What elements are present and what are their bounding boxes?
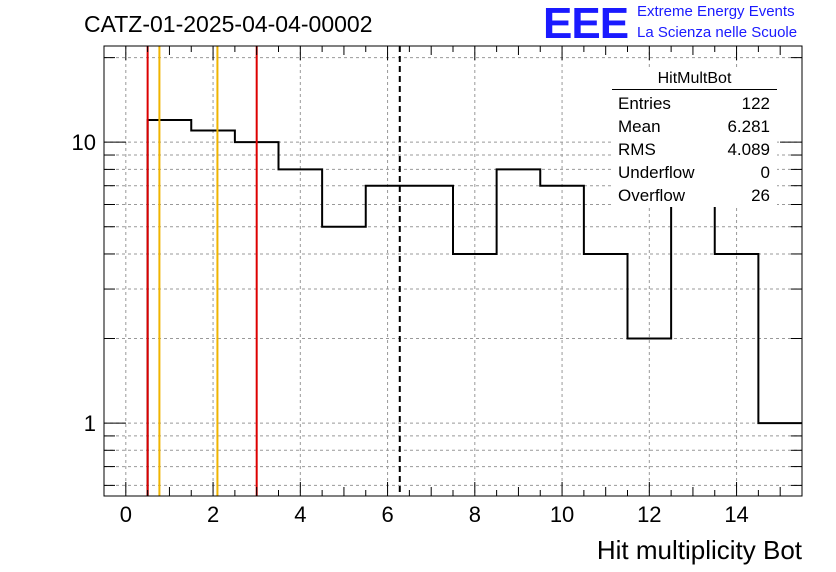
stats-label: Mean: [618, 117, 661, 136]
logo-subtitle-line1: Extreme Energy Events: [637, 3, 795, 20]
y-tick-label: 10: [72, 130, 96, 155]
histogram-bin: [584, 254, 628, 496]
histogram-bin: [409, 186, 453, 496]
stats-label: Underflow: [618, 163, 695, 182]
histogram-bin: [148, 120, 192, 496]
stats-title: HitMultBot: [612, 70, 777, 90]
stats-box: HitMultBot Entries 122 Mean 6.281 RMS 4.…: [612, 70, 777, 207]
stats-value: 4.089: [727, 140, 770, 159]
histogram-bin: [322, 227, 366, 496]
run-title: CATZ-01-2025-04-04-00002: [84, 11, 373, 37]
histogram-bin: [453, 254, 497, 496]
histogram-bin: [671, 204, 715, 496]
histogram-bin: [366, 186, 410, 496]
histogram-bin: [191, 131, 235, 496]
stats-row-entries: Entries 122: [612, 92, 777, 115]
histogram-bin: [540, 186, 584, 496]
x-axis-label: Hit multiplicity Bot: [596, 535, 802, 565]
x-tick-label: 4: [294, 502, 306, 527]
histogram-bin: [628, 339, 672, 496]
histogram-bin: [279, 169, 323, 496]
x-tick-label: 2: [207, 502, 219, 527]
eee-logo: EEE: [543, 0, 629, 48]
x-tick-label: 6: [381, 502, 393, 527]
x-tick-label: 12: [637, 502, 661, 527]
stats-value: 26: [751, 186, 770, 205]
stats-label: Entries: [618, 94, 671, 113]
x-tick-label: 8: [469, 502, 481, 527]
stats-row-overflow: Overflow 26: [612, 184, 777, 207]
x-tick-label: 14: [724, 502, 748, 527]
histogram-bin: [715, 254, 759, 496]
stats-value: 6.281: [727, 117, 770, 136]
stats-label: RMS: [618, 140, 656, 159]
stats-row-rms: RMS 4.089: [612, 138, 777, 161]
x-tick-label: 0: [120, 502, 132, 527]
stats-label: Overflow: [618, 186, 686, 205]
stats-value: 0: [760, 163, 770, 182]
x-tick-label: 10: [550, 502, 574, 527]
y-tick-label: 1: [84, 411, 96, 436]
stats-value: 122: [741, 94, 770, 113]
stats-row-mean: Mean 6.281: [612, 115, 777, 138]
logo-subtitle-line2: La Scienza nelle Scuole: [637, 24, 798, 41]
stats-row-underflow: Underflow 0: [612, 161, 777, 184]
histogram-bin: [497, 169, 541, 496]
